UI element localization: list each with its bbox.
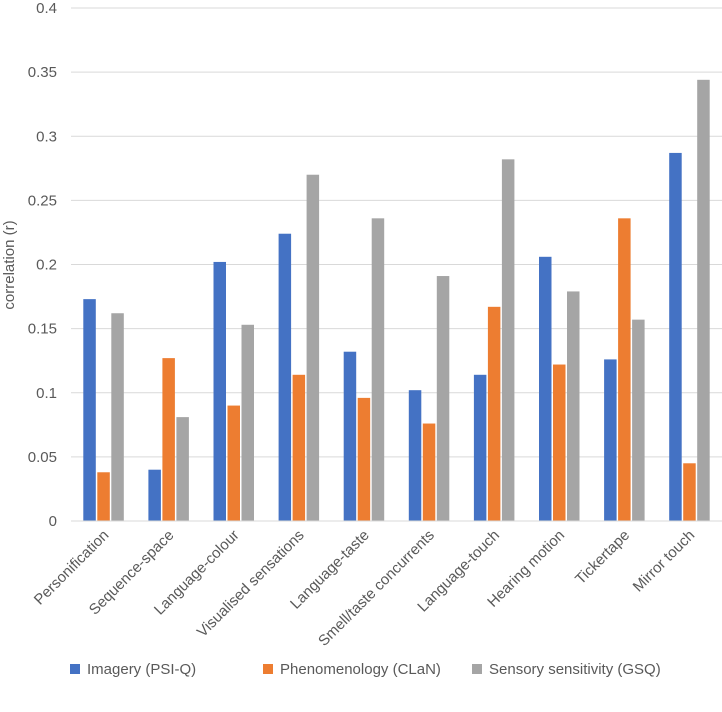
bar [539,256,552,521]
y-axis-label: correlation (r) [1,220,18,309]
legend-item: Phenomenology (CLaN) [263,661,441,678]
y-tick-label: 0.1 [36,385,57,402]
bars [83,79,710,522]
legend-item: Imagery (PSI-Q) [70,661,196,678]
y-tick-label: 0.05 [28,449,57,466]
bar [371,218,385,521]
legend-label: Phenomenology (CLaN) [280,661,441,678]
bar [343,351,357,521]
bar [408,390,422,521]
bar [357,397,371,521]
legend: Imagery (PSI-Q) Phenomenology (CLaN) Senso… [70,661,661,678]
bar [306,174,320,521]
bar [487,306,501,521]
bar [501,159,515,521]
x-tick-label: Mirror touch [630,527,699,596]
y-axis-ticks: 0 0.05 0.1 0.15 0.2 0.25 0.3 0.35 0.4 [28,0,57,530]
legend-label: Imagery (PSI-Q) [87,661,196,678]
y-tick-label: 0.25 [28,192,57,209]
x-tick-label: Smell/taste concurrents [315,527,438,650]
bar [683,463,696,521]
legend-swatch [70,664,80,674]
y-tick-label: 0.35 [28,64,57,81]
bar [148,469,161,521]
legend-label: Sensory sensitivity (GSQ) [489,661,661,678]
y-tick-label: 0.15 [28,321,57,338]
y-tick-label: 0.4 [36,0,57,17]
bar [567,291,580,521]
legend-swatch [263,664,273,674]
bar [618,218,631,521]
bar [241,324,254,521]
bar [213,261,226,521]
legend-item: Sensory sensitivity (GSQ) [472,661,661,678]
bar [697,79,710,521]
legend-swatch [472,664,482,674]
bar [604,359,617,521]
bar [553,364,566,521]
bar [632,319,645,521]
bar [669,152,682,522]
bar [278,233,292,521]
bar [227,405,240,521]
bar [436,276,450,521]
x-axis-category-labels: PersonificationSequence-spaceLanguage-co… [31,527,698,650]
y-tick-label: 0.2 [36,257,57,274]
bar [162,358,175,521]
bar [83,299,96,521]
y-tick-label: 0 [49,513,57,530]
bar [473,374,487,521]
x-tick-label: Visualised sensations [194,527,308,641]
bar [97,472,110,521]
bar [292,374,306,521]
bar [422,423,436,521]
y-tick-label: 0.3 [36,128,57,145]
bar [111,313,124,521]
gridlines [71,7,722,458]
bar [176,417,189,521]
x-tick-label: Tickertape [572,527,633,588]
